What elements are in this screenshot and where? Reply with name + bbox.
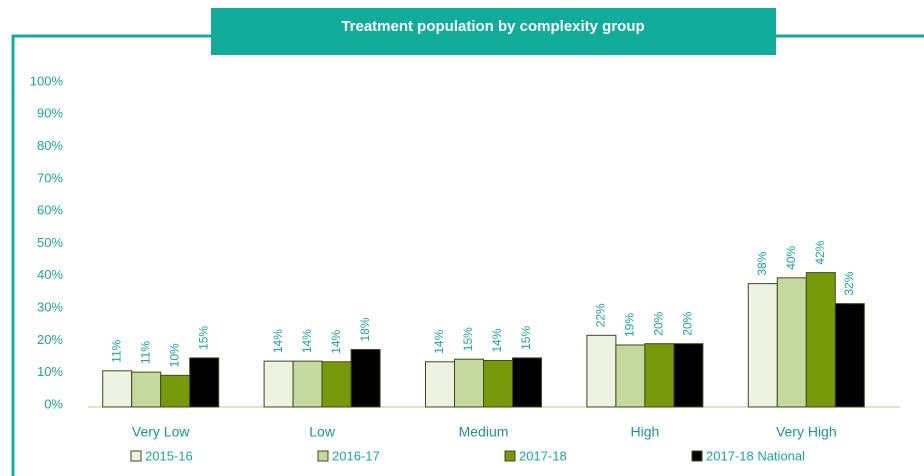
bar xyxy=(483,359,513,408)
y-tick-label: 80% xyxy=(37,138,63,153)
bar xyxy=(747,283,778,408)
legend-label: 2015-16 xyxy=(145,448,193,463)
data-label: 18% xyxy=(358,317,372,341)
data-label: 11% xyxy=(138,341,152,364)
data-label: 19% xyxy=(623,313,637,337)
bar xyxy=(160,374,191,408)
frame xyxy=(11,34,924,476)
bar xyxy=(292,360,323,408)
chart-title: Treatment population by complexity group xyxy=(341,18,644,35)
x-tick-label: Medium xyxy=(459,424,509,440)
bar xyxy=(454,358,484,408)
x-tick-label: Very High xyxy=(776,424,837,440)
y-tick-label: 90% xyxy=(37,106,63,121)
data-label: 14% xyxy=(329,329,343,353)
data-label: 14% xyxy=(432,329,446,353)
bar xyxy=(321,361,352,408)
legend-swatch xyxy=(504,450,516,462)
bar xyxy=(189,357,220,408)
bar xyxy=(586,334,617,408)
x-tick-label: High xyxy=(631,424,660,440)
bar xyxy=(805,272,836,408)
bar xyxy=(615,344,646,408)
bar xyxy=(776,277,807,408)
y-tick-label: 40% xyxy=(37,267,63,282)
data-label: 20% xyxy=(652,311,666,335)
y-tick-label: 10% xyxy=(37,364,63,379)
data-label: 15% xyxy=(196,326,210,350)
legend-label: 2016-17 xyxy=(332,448,380,463)
data-label: 40% xyxy=(784,245,798,269)
legend-label: 2017-18 xyxy=(519,448,567,463)
bar xyxy=(512,357,542,408)
y-tick-label: 50% xyxy=(37,235,63,250)
legend-label: 2017-18 National xyxy=(706,448,805,463)
bar xyxy=(834,303,865,408)
data-label: 38% xyxy=(755,251,769,275)
data-label: 14% xyxy=(490,328,504,352)
bar xyxy=(263,360,294,408)
x-tick-label: Very Low xyxy=(132,424,190,440)
bar xyxy=(644,343,675,408)
bar xyxy=(102,370,133,408)
y-tick-label: 0% xyxy=(44,396,63,411)
x-tick-label: Low xyxy=(309,424,336,440)
data-label: 32% xyxy=(842,271,856,295)
data-label: 20% xyxy=(681,311,695,335)
y-tick-label: 70% xyxy=(37,170,63,185)
bar xyxy=(350,349,381,408)
y-tick-label: 20% xyxy=(37,332,63,347)
data-label: 14% xyxy=(271,329,285,353)
bar xyxy=(425,361,455,408)
title-box xyxy=(211,8,776,55)
legend-swatch xyxy=(691,450,703,462)
data-label: 22% xyxy=(594,303,608,327)
legend-swatch xyxy=(317,450,329,462)
y-tick-label: 60% xyxy=(37,203,63,218)
data-label: 14% xyxy=(300,329,314,353)
y-tick-label: 30% xyxy=(37,300,63,315)
legend-swatch xyxy=(130,450,142,462)
data-label: 15% xyxy=(461,327,475,351)
data-label: 11% xyxy=(109,339,123,362)
y-tick-label: 100% xyxy=(30,73,64,88)
data-label: 42% xyxy=(813,240,827,264)
bar xyxy=(131,371,162,408)
data-label: 10% xyxy=(167,343,181,367)
data-label: 15% xyxy=(519,326,533,350)
bar xyxy=(673,343,704,408)
